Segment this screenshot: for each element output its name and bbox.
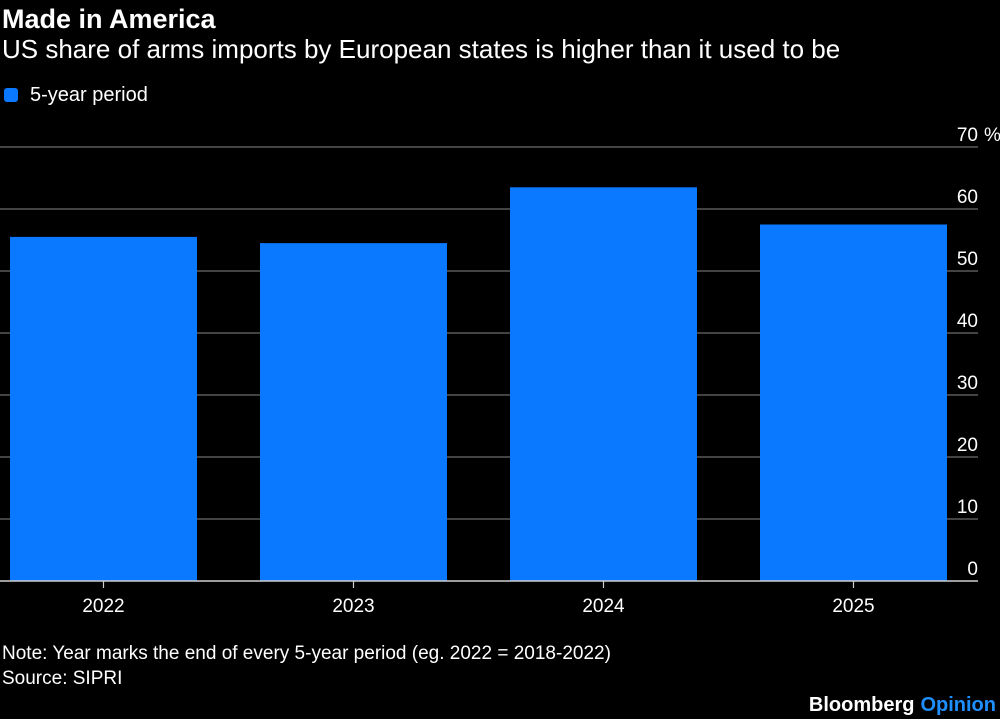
bars (10, 187, 947, 582)
bar (760, 224, 947, 581)
y-tick-label: 50 (957, 249, 978, 270)
x-axis-labels: 2022 2023 2024 2025 (82, 596, 874, 617)
y-tick-label: 70 (957, 125, 978, 146)
brand-section: Opinion (920, 694, 996, 716)
y-tick-label: 30 (957, 373, 978, 394)
y-tick-label: 20 (957, 435, 978, 456)
bar (260, 243, 447, 581)
brand-logo: Bloomberg Opinion (809, 692, 996, 718)
y-axis-unit: % (984, 125, 1000, 146)
chart-subtitle: US share of arms imports by European sta… (2, 34, 841, 64)
bar-chart: 0 10 20 30 40 50 60 70% 2022 2023 2024 2025 (0, 125, 1000, 617)
x-tick-label: 2022 (82, 596, 124, 617)
x-axis-ticks (102, 581, 855, 588)
brand-name: Bloomberg (808, 694, 915, 716)
x-tick-label: 2025 (832, 596, 874, 617)
chart-title: Made in America (2, 4, 216, 34)
bar (510, 187, 697, 582)
y-tick-label: 10 (957, 497, 978, 518)
x-tick-label: 2023 (332, 596, 374, 617)
y-axis-labels: 0 10 20 30 40 50 60 70% (957, 125, 1000, 580)
bar (10, 236, 197, 581)
chart-source: Source: SIPRI (2, 668, 123, 689)
y-tick-label: 40 (957, 311, 978, 332)
legend-label: 5-year period (30, 83, 148, 106)
legend-swatch (4, 88, 18, 102)
chart-note: Note: Year marks the end of every 5-year… (2, 643, 611, 664)
x-tick-label: 2024 (582, 596, 625, 617)
y-tick-label: 60 (957, 187, 978, 208)
chart-legend: 5-year period (4, 82, 148, 108)
y-tick-label: 0 (967, 559, 978, 580)
